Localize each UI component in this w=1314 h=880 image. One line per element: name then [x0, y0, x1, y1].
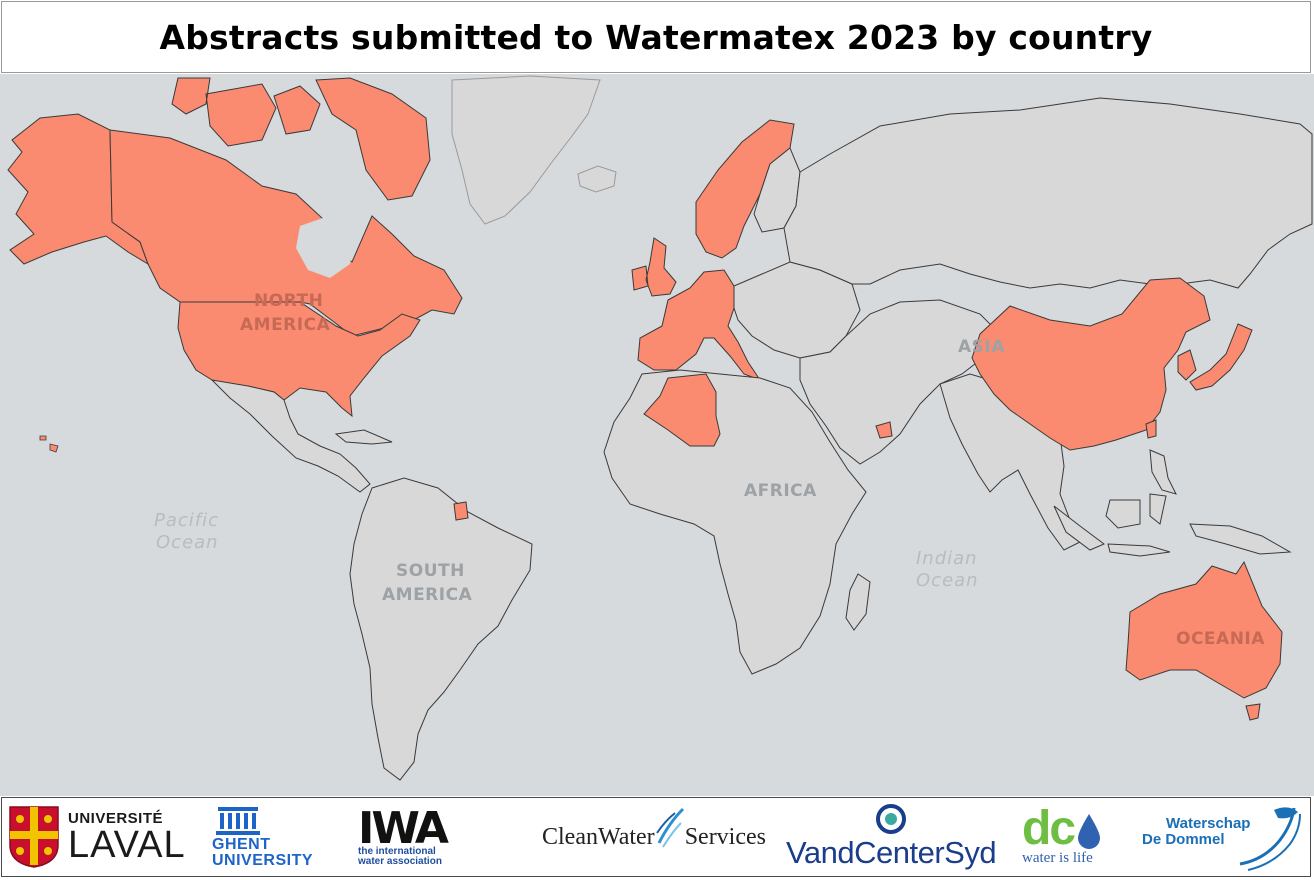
region-russia: [783, 97, 1313, 289]
laval-bottom: LAVAL: [68, 823, 186, 866]
logo-vandcenter-syd: VandCenterSyd: [786, 798, 997, 876]
world-map-svg: NORTH AMERICA SOUTH AMERICA AFRICA ASIA …: [0, 74, 1314, 796]
world-map: NORTH AMERICA SOUTH AMERICA AFRICA ASIA …: [0, 74, 1314, 796]
iwa-mark: IWA: [358, 807, 452, 847]
iwa-subtitle: the international water association: [358, 845, 442, 868]
label-north-america-2: AMERICA: [240, 315, 331, 335]
title-bar: Abstracts submitted to Watermatex 2023 b…: [1, 1, 1311, 73]
vandcenter-drop-icon: [876, 804, 907, 834]
logo-waterschap-de-dommel: Waterschap De Dommel: [1142, 798, 1306, 876]
water-splash-icon: [655, 807, 684, 848]
region-cuba: [334, 429, 393, 445]
laval-crest-icon: [9, 806, 59, 868]
sponsor-logo-strip: UNIVERSITÉ LAVAL GHENT UNIVERSITY: [1, 797, 1311, 877]
region-iceland: [577, 165, 617, 193]
region-madagascar: [845, 573, 871, 631]
iwa-sub2: water association: [358, 856, 442, 867]
region-japan: [1189, 323, 1253, 391]
dommel-wordmark: Waterschap De Dommel: [1142, 816, 1250, 848]
region-hawaii: [39, 435, 59, 453]
region-south-america: [349, 477, 533, 781]
iwa-mark-text: IWA: [358, 807, 449, 847]
region-uk: [631, 237, 677, 297]
region-korea: [1177, 349, 1197, 381]
label-indian-ocean-2: Ocean: [916, 570, 979, 591]
dc-mark-row: dc: [1022, 801, 1102, 855]
logo-clean-water-services: CleanWater Services: [542, 798, 766, 876]
water-drop-icon: [1078, 814, 1101, 850]
region-taiwan: [1145, 419, 1157, 439]
logo-iwa: IWA the international water association: [358, 798, 470, 876]
dommel-line2: De Dommel: [1142, 830, 1225, 848]
cws-right: Services: [684, 823, 766, 850]
label-south-america-1: SOUTH: [396, 561, 465, 581]
region-indonesia: [1053, 493, 1292, 557]
region-uae: [875, 421, 893, 439]
laval-wordmark: UNIVERSITÉ LAVAL: [68, 811, 186, 864]
ghent-building-icon: [216, 807, 260, 835]
ghent-line2: UNIVERSITY: [212, 852, 314, 869]
region-africa: [603, 369, 867, 675]
logo-dc-water: dc water is life: [1022, 798, 1102, 876]
vandcenter-name: VandCenterSyd: [786, 835, 997, 870]
region-western-europe: [637, 269, 762, 382]
label-africa: AFRICA: [744, 481, 817, 501]
label-asia: ASIA: [958, 337, 1005, 357]
dommel-line1: Waterschap: [1166, 815, 1251, 832]
fish-icon: [1239, 807, 1301, 871]
label-pacific-ocean-2: Ocean: [156, 532, 219, 553]
logo-universite-laval: UNIVERSITÉ LAVAL: [8, 798, 186, 876]
region-hudson-bay: [296, 214, 358, 278]
region-china: [971, 277, 1211, 451]
ghent-line1: GHENT: [212, 836, 271, 853]
region-tasmania: [1245, 703, 1261, 721]
label-indian-ocean-1: Indian: [916, 548, 978, 569]
label-north-america-1: NORTH: [254, 291, 323, 311]
region-mexico: [210, 379, 371, 493]
region-greenland: [451, 75, 601, 225]
page-title: Abstracts submitted to Watermatex 2023 b…: [159, 17, 1153, 57]
region-algeria: [643, 373, 721, 447]
region-canada: [109, 129, 463, 337]
dc-tagline: water is life: [1022, 850, 1093, 867]
label-south-america-2: AMERICA: [382, 585, 473, 605]
region-canada-arctic: [171, 77, 431, 201]
cws-left: CleanWater: [542, 823, 655, 850]
dc-mark: dc: [1022, 801, 1076, 855]
label-pacific-ocean-1: Pacific: [154, 510, 219, 531]
region-central-asia: [799, 299, 1001, 465]
region-philippines: [1149, 449, 1177, 495]
logo-ghent-university: GHENT UNIVERSITY: [212, 798, 313, 876]
region-french-guiana: [453, 501, 469, 521]
ghent-wordmark: GHENT UNIVERSITY: [212, 837, 313, 869]
label-oceania: OCEANIA: [1176, 629, 1265, 649]
laval-top: UNIVERSITÉ: [68, 809, 164, 827]
region-australia: [1125, 560, 1283, 699]
iwa-sub1: the international: [358, 845, 436, 857]
